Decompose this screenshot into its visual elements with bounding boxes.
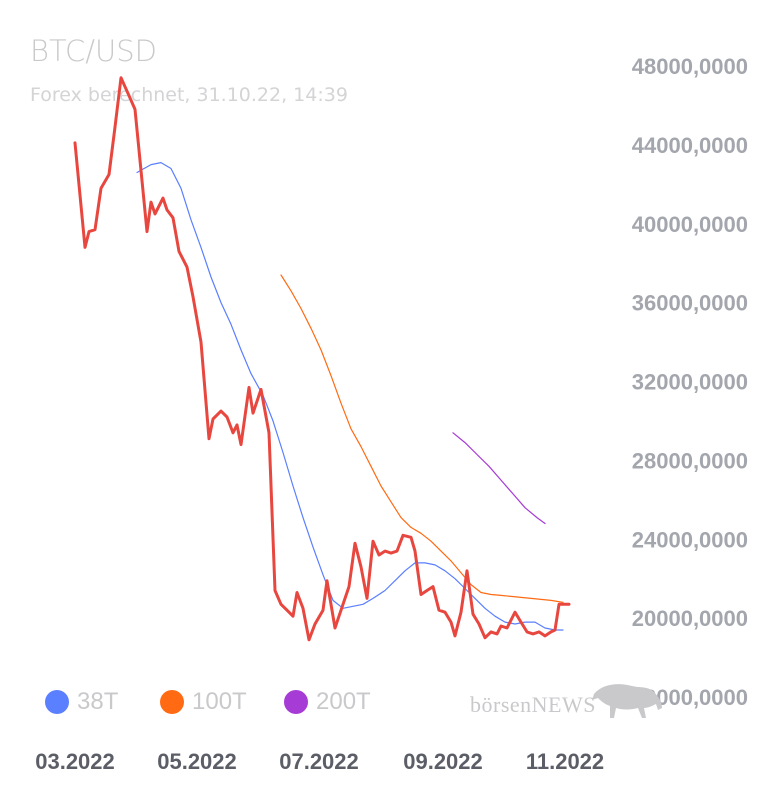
bull-icon [592,684,662,718]
y-tick-label: 24000,0000 [632,527,748,552]
legend-label-38t: 38T [77,688,119,715]
series-line-price [73,76,571,642]
x-tick-label: 07.2022 [279,749,359,774]
legend-item-38t[interactable]: 38T [45,688,118,716]
y-tick-label: 40000,0000 [632,212,748,237]
series-line-ma100 [280,274,564,604]
series-line-ma38 [136,162,564,631]
series-line-ma200 [452,432,546,525]
x-tick-label: 11.2022 [526,749,604,774]
legend-dot-200t [284,690,308,714]
legend-item-100t[interactable]: 100T [160,688,247,716]
y-tick-label: 32000,0000 [632,370,748,395]
brand-logo-text: börsenNEWS [470,692,596,717]
x-tick-label: 03.2022 [35,749,115,774]
y-tick-label: 28000,0000 [632,448,748,473]
legend-item-200t[interactable]: 200T [284,688,371,716]
x-tick-label: 05.2022 [157,749,237,774]
x-tick-label: 09.2022 [403,749,483,774]
y-tick-label: 48000,0000 [632,54,748,79]
y-tick-label: 36000,0000 [632,291,748,316]
legend-dot-38t [45,690,69,714]
legend-label-100t: 100T [192,688,247,715]
y-tick-label: 44000,0000 [632,133,748,158]
y-tick-label: 20000,0000 [632,606,748,631]
legend-dot-100t [160,690,184,714]
legend-label-200t: 200T [316,688,371,715]
chart-subtitle: Forex berechnet, 31.10.22, 14:39 [30,84,348,106]
chart-title: BTC/USD [30,34,157,68]
